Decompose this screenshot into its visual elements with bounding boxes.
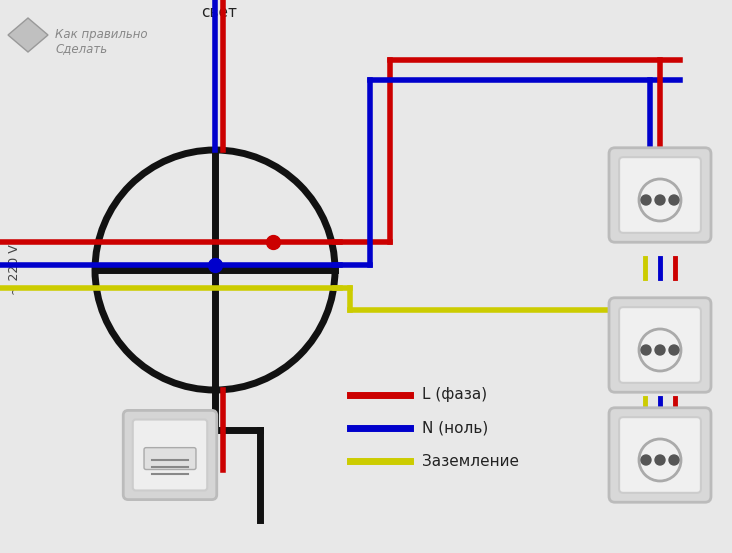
Circle shape [655,195,665,205]
Text: свет: свет [201,5,237,20]
Text: ~ 220 V: ~ 220 V [8,244,21,295]
FancyBboxPatch shape [609,408,711,502]
FancyBboxPatch shape [619,417,701,493]
Circle shape [655,455,665,465]
FancyBboxPatch shape [619,157,701,233]
Text: N (ноль): N (ноль) [422,420,488,436]
FancyBboxPatch shape [123,410,217,499]
Circle shape [669,455,679,465]
Circle shape [669,345,679,355]
FancyBboxPatch shape [144,447,196,469]
Text: Сделать: Сделать [55,42,107,55]
FancyBboxPatch shape [609,298,711,392]
Polygon shape [8,18,48,52]
FancyBboxPatch shape [609,148,711,242]
FancyBboxPatch shape [619,307,701,383]
Text: Заземление: Заземление [422,453,519,468]
Text: Как правильно: Как правильно [55,28,148,41]
Text: L (фаза): L (фаза) [422,388,487,403]
Circle shape [641,455,651,465]
Circle shape [669,195,679,205]
FancyBboxPatch shape [132,420,207,491]
Circle shape [641,195,651,205]
Circle shape [655,345,665,355]
Circle shape [641,345,651,355]
